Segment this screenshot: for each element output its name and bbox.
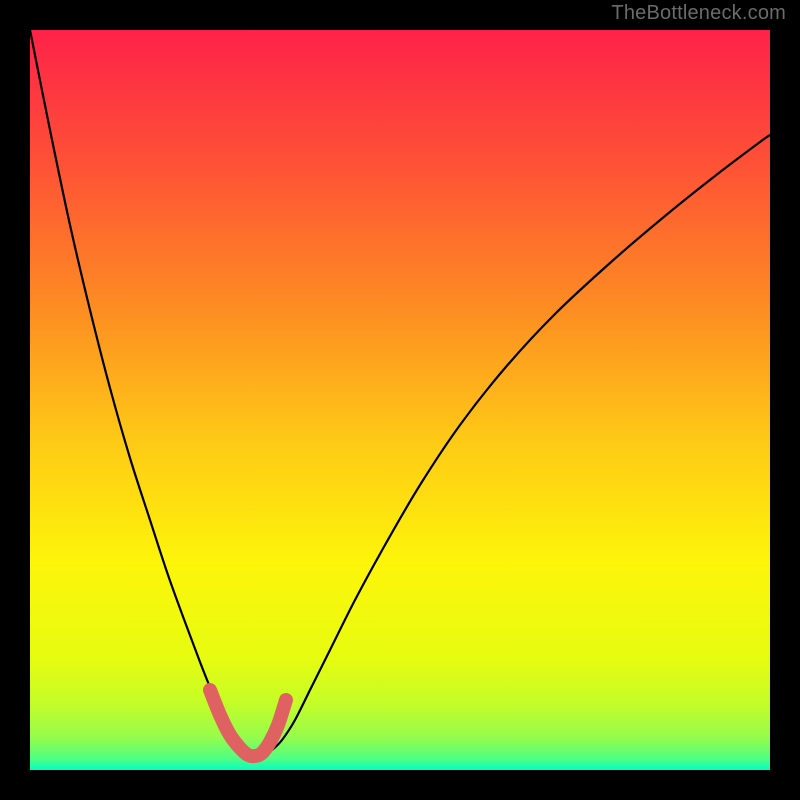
plot-area <box>30 30 770 770</box>
gradient-background <box>30 30 770 770</box>
plot-svg <box>30 30 770 770</box>
chart-frame: TheBottleneck.com <box>0 0 800 800</box>
watermark-text: TheBottleneck.com <box>611 2 786 25</box>
